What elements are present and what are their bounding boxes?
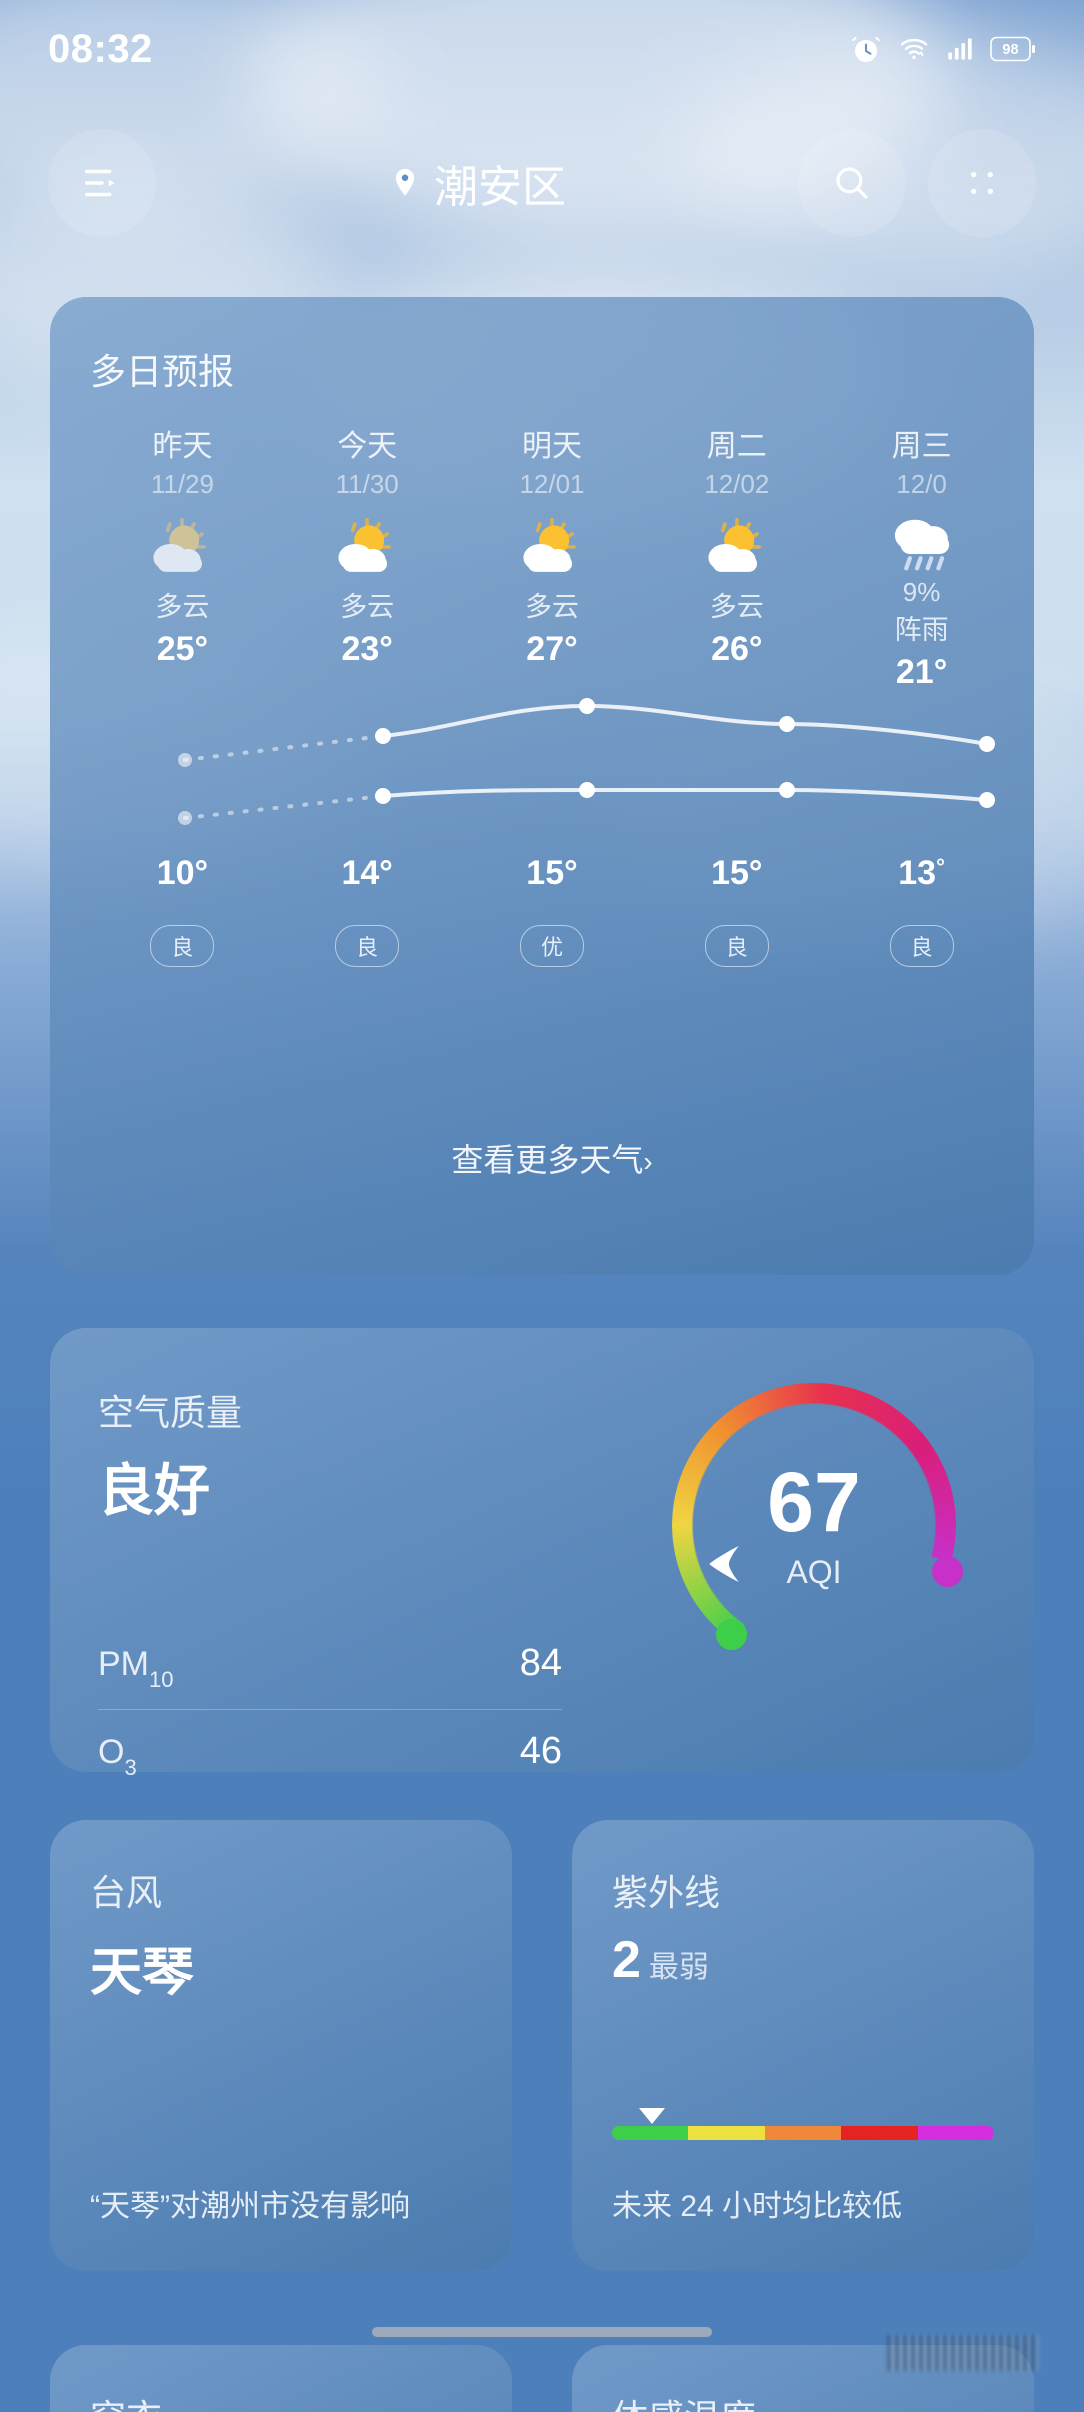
svg-text:98: 98 — [1002, 42, 1018, 58]
